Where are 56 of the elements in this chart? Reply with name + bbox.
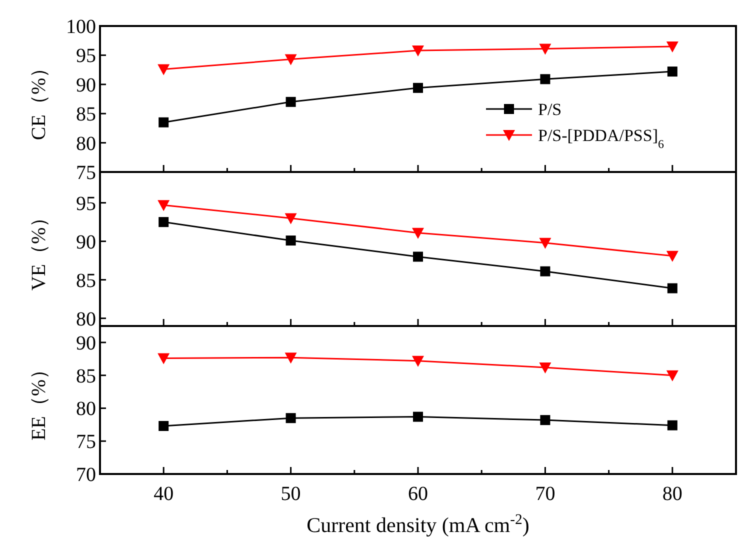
point (412, 356, 424, 367)
y-tick-label: 90 (76, 74, 96, 96)
point (286, 236, 296, 246)
y-tick-label: 70 (76, 464, 96, 486)
point (667, 66, 678, 77)
y-tick-label: 95 (76, 45, 96, 68)
point (412, 46, 424, 57)
y-tick-label: 75 (76, 431, 96, 454)
point (666, 370, 678, 382)
point (413, 412, 423, 422)
y-tick-label: 90 (76, 332, 96, 354)
point (539, 362, 552, 374)
point (158, 420, 169, 431)
x-tick-label: 50 (280, 483, 301, 505)
x-tick-label: 40 (154, 483, 174, 505)
point (539, 44, 552, 55)
point (540, 74, 550, 84)
y-tick-label: 80 (76, 398, 96, 420)
y-tick-label: 85 (76, 104, 96, 126)
point (667, 283, 678, 294)
point (158, 200, 170, 212)
point (284, 352, 297, 364)
point (158, 353, 170, 364)
point (284, 213, 297, 224)
y-tick-label: 80 (76, 308, 96, 330)
y-tick-label: 85 (76, 365, 96, 388)
point (413, 82, 423, 93)
point (284, 54, 297, 66)
point (666, 41, 678, 52)
y-tick-label: 95 (76, 192, 96, 215)
y-tick-label: 90 (76, 231, 96, 254)
legend-label: P/S-[PDDA/PSS]$_{6}$ (538, 126, 664, 151)
point (539, 238, 552, 249)
point (286, 96, 296, 107)
x-axis-title: Current density (mA cm$^{-2}$) (306, 512, 530, 537)
x-tick-label: 70 (535, 483, 556, 505)
point (413, 252, 423, 262)
y-tick-label: 75 (76, 162, 96, 184)
point (158, 64, 170, 76)
point (540, 266, 550, 276)
y-axis-title: EE（%） (28, 359, 50, 441)
x-tick-label: 60 (408, 483, 428, 505)
y-tick-label: 100 (66, 16, 96, 38)
y-tick-label: 85 (76, 270, 96, 292)
point (412, 228, 424, 239)
legend-label: P/S (538, 100, 562, 119)
y-tick-label: 80 (76, 132, 96, 155)
y-axis-title: CE（%） (28, 58, 50, 140)
y-axis-title: VE（%） (28, 207, 50, 291)
point (158, 217, 169, 228)
point (158, 117, 169, 128)
point (667, 420, 678, 430)
point (286, 413, 296, 424)
point (666, 250, 678, 262)
x-tick-label: 80 (662, 483, 682, 505)
point (540, 415, 550, 426)
